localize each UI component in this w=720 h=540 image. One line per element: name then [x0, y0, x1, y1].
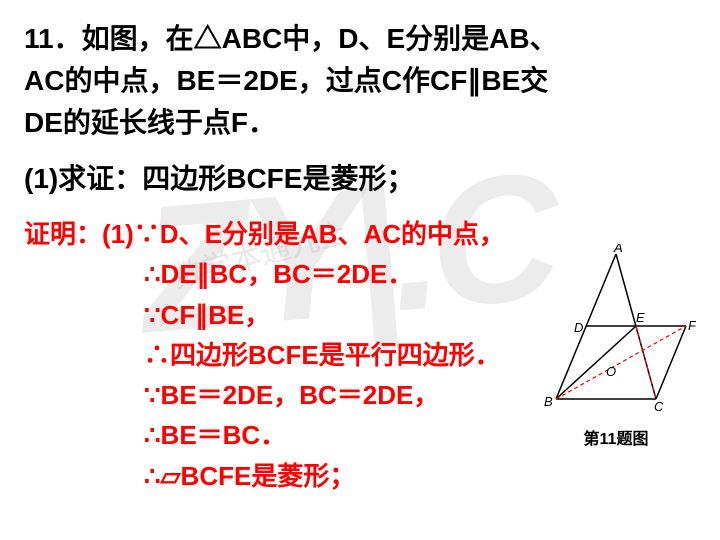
diagram-caption: 第11题图	[536, 425, 696, 449]
line-cf	[656, 326, 686, 399]
label-b: B	[544, 394, 553, 409]
proof-line-2: ∴DE∥BC，BC＝2DE．	[24, 254, 536, 294]
problem-line-1: 11．如图，在△ABC中，D、E分别是AB、	[24, 18, 696, 60]
label-c: C	[654, 399, 664, 414]
problem-line-3: DE的延长线于点F．	[24, 102, 696, 144]
label-o: O	[606, 364, 616, 379]
line-be	[556, 326, 636, 399]
proof-line-3: ∵CF∥BE，	[24, 295, 536, 335]
proof-text: 证明：(1)∵D、E分别是AB、AC的中点， ∴DE∥BC，BC＝2DE． ∵C…	[24, 214, 536, 496]
proof-label: 证明：	[24, 219, 102, 249]
problem-line-2: AC的中点，BE＝2DE，过点C作CF∥BE交	[24, 60, 696, 102]
proof-line-7: ∴▱BCFE是菱形；	[24, 456, 536, 496]
label-e: E	[636, 310, 645, 325]
label-a: A	[613, 244, 623, 255]
problem-statement: 11．如图，在△ABC中，D、E分别是AB、 AC的中点，BE＝2DE，过点C作…	[24, 18, 696, 144]
question-text: (1)求证：四边形BCFE是菱形；	[24, 158, 696, 200]
proof-container: 证明：(1)∵D、E分别是AB、AC的中点， ∴DE∥BC，BC＝2DE． ∵C…	[24, 214, 696, 496]
proof-line-6: ∴BE＝BC．	[24, 415, 536, 455]
proof-line-1: 证明：(1)∵D、E分别是AB、AC的中点，	[24, 214, 536, 254]
proof-line-5: ∵BE＝2DE，BC＝2DE，	[24, 375, 536, 415]
diagram-area: A B C D E F O 第11题图	[536, 214, 696, 449]
label-f: F	[688, 318, 696, 333]
label-d: D	[574, 320, 583, 335]
content-area: 11．如图，在△ABC中，D、E分别是AB、 AC的中点，BE＝2DE，过点C作…	[0, 0, 720, 514]
line-bf-dashed	[556, 326, 686, 399]
proof-line-4: ∴四边形BCFE是平行四边形．	[24, 335, 536, 375]
geometry-diagram: A B C D E F O	[536, 244, 696, 414]
